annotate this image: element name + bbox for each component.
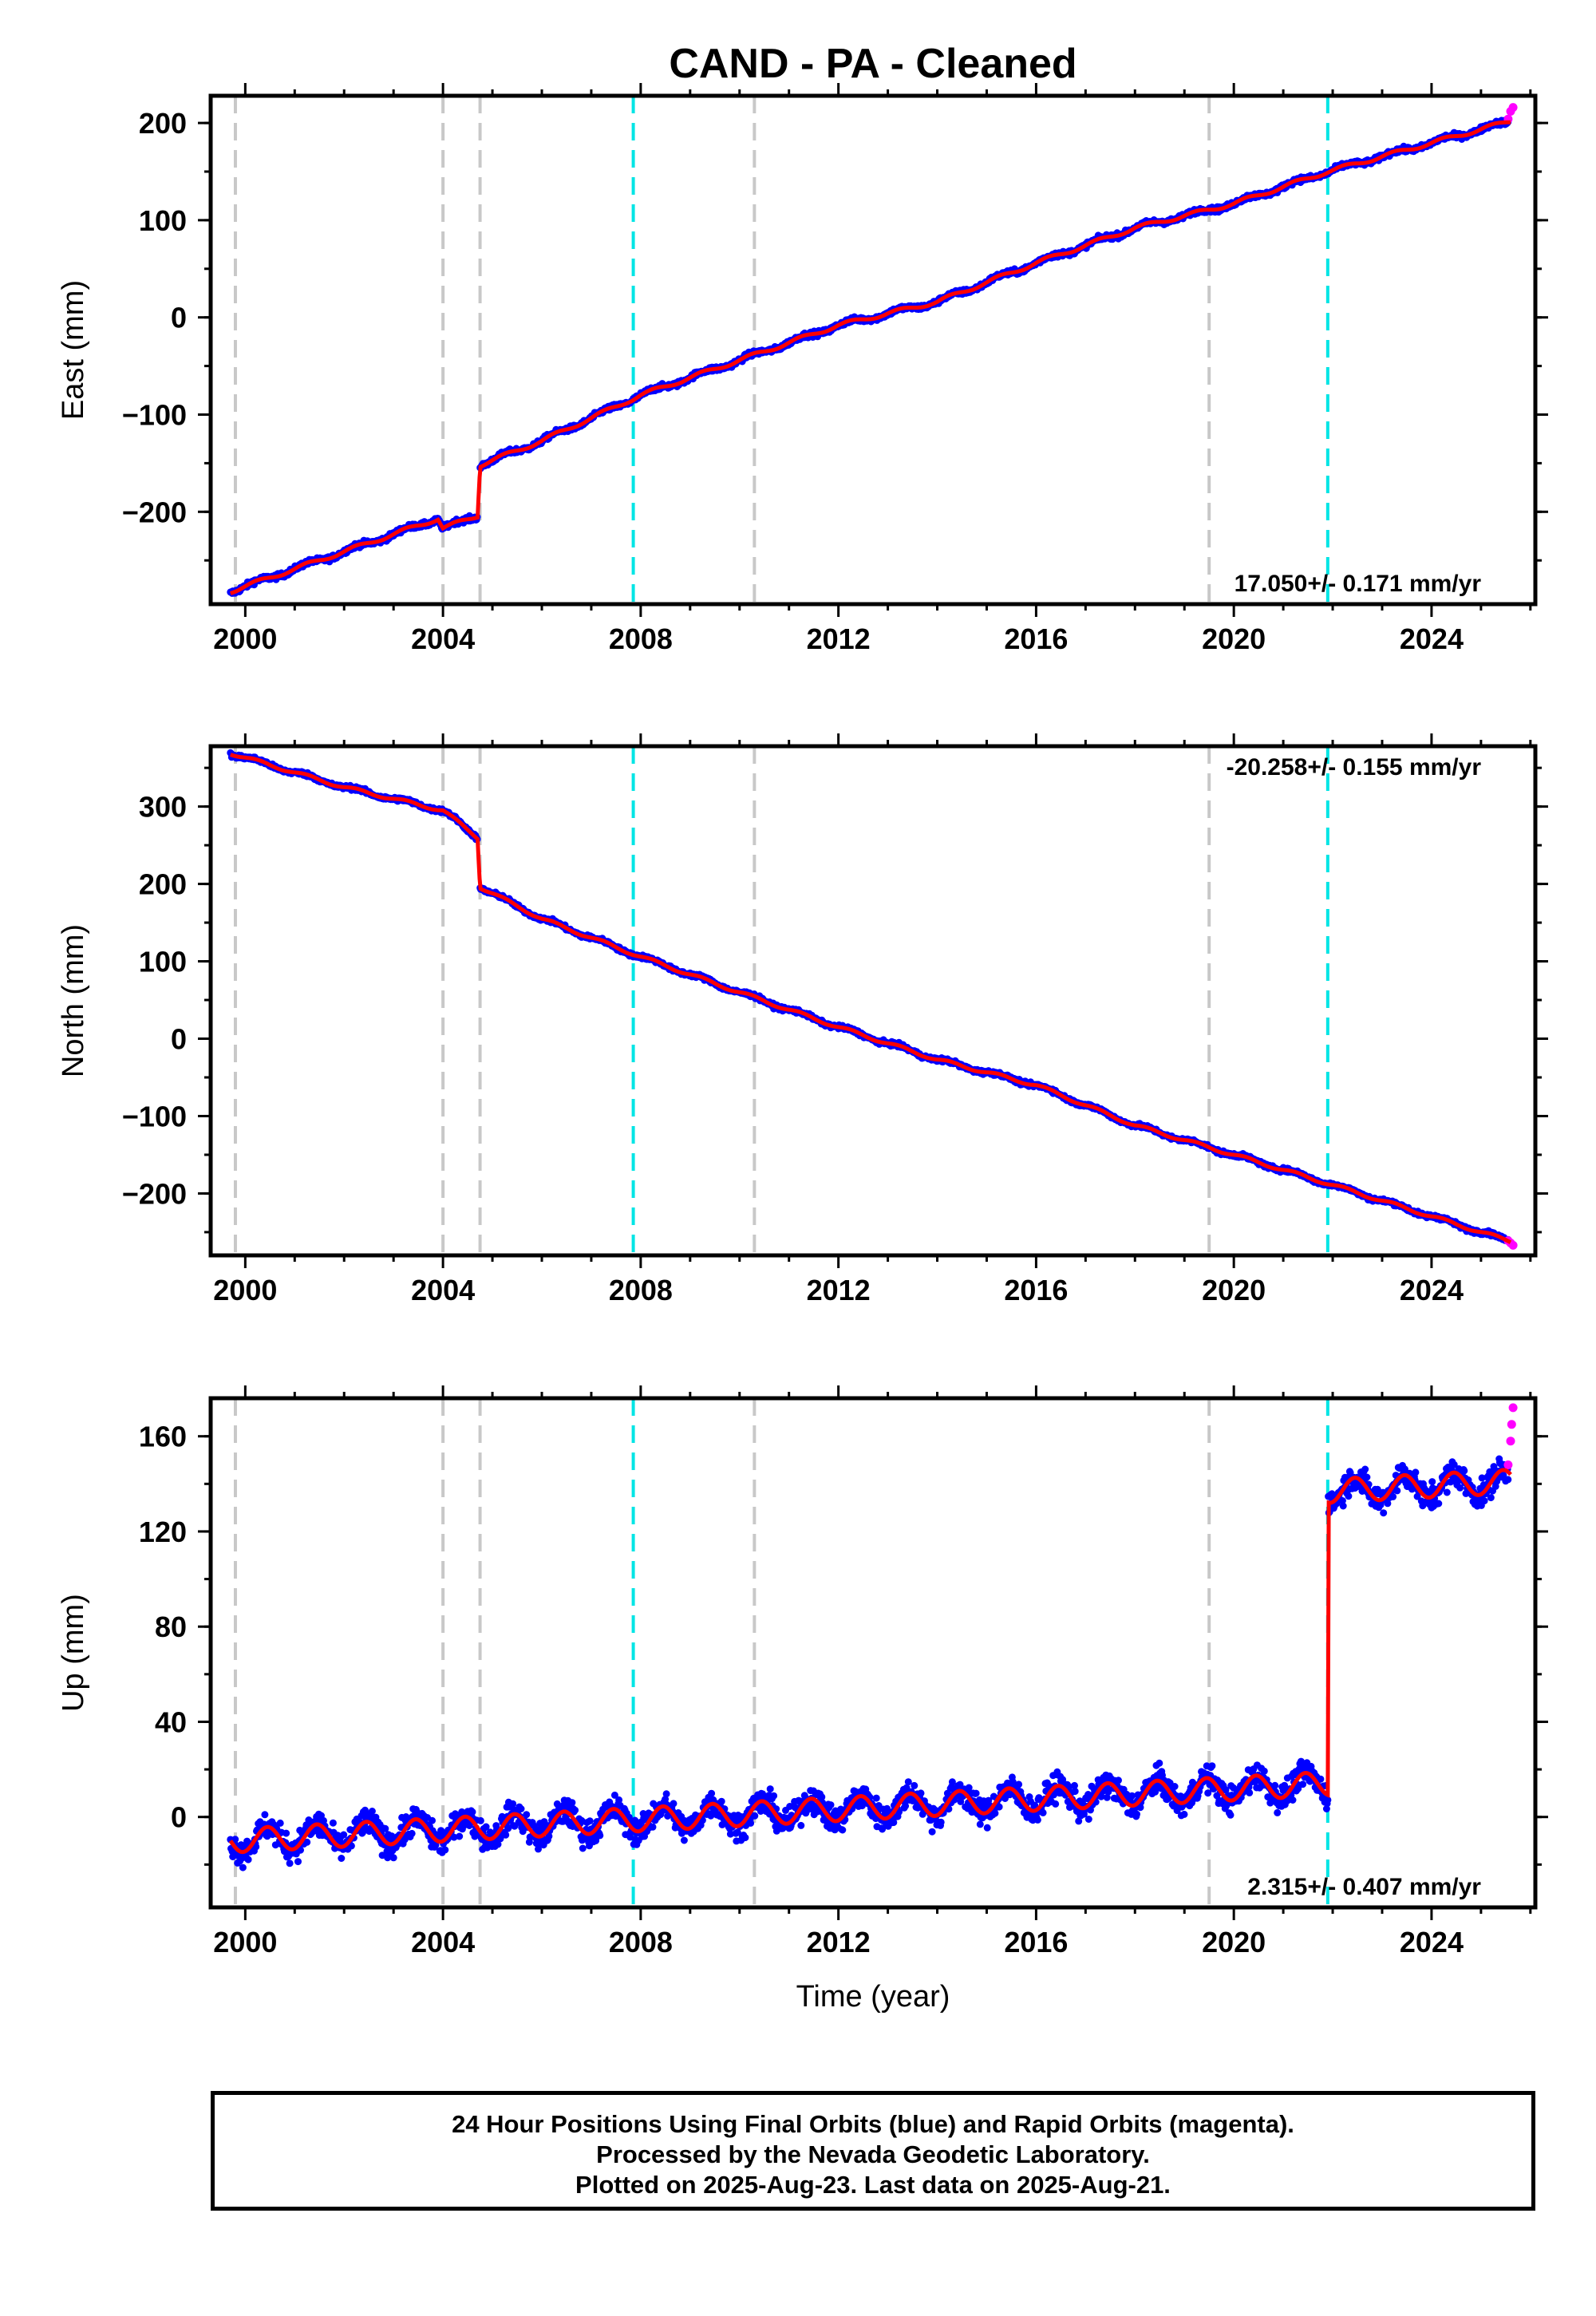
x-tick-label: 2012	[807, 1926, 871, 1958]
rate-label: 17.050+/- 0.171 mm/yr	[1235, 571, 1482, 597]
x-tick-label: 2008	[609, 1274, 673, 1306]
data-points	[227, 749, 1518, 1250]
y-tick-label: −100	[122, 1100, 187, 1132]
y-tick-label: 0	[171, 1023, 187, 1056]
x-tick-label: 2024	[1400, 1274, 1464, 1306]
x-tick-label: 2004	[411, 622, 475, 655]
x-tick-label: 2004	[411, 1926, 475, 1958]
rate-label: 2.315+/- 0.407 mm/yr	[1247, 1874, 1481, 1900]
y-tick-label: 120	[139, 1516, 187, 1548]
y-tick-label: 100	[139, 204, 187, 237]
x-tick-label: 2020	[1202, 1274, 1266, 1306]
y-axis-label: East (mm)	[57, 280, 90, 420]
y-axis-label: North (mm)	[57, 924, 90, 1077]
y-tick-label: −100	[122, 398, 187, 431]
x-tick-label: 2024	[1400, 1926, 1464, 1958]
footer-line-2: Processed by the Nevada Geodetic Laborat…	[596, 2140, 1150, 2168]
x-axis-label: Time (year)	[796, 1980, 950, 2014]
y-tick-label: 200	[139, 107, 187, 140]
data-points	[227, 1403, 1518, 1871]
final-orbit-points	[227, 749, 1512, 1245]
footer-line-3: Plotted on 2025-Aug-23. Last data on 202…	[575, 2171, 1171, 2199]
x-tick-label: 2012	[807, 1274, 871, 1306]
x-tick-label: 2000	[213, 622, 277, 655]
x-tick-label: 2020	[1202, 1926, 1266, 1958]
panel-north: 2000 2004 2008 2012 2016 2020 2024 −200 −100 0 100…	[57, 733, 1548, 1306]
panel-east: 2000 2004 2008 2012 2016 2020 2024 −200 −100 0 100…	[57, 83, 1548, 655]
chart-title: CAND - PA - Cleaned	[669, 41, 1077, 87]
footer-line-1: 24 Hour Positions Using Final Orbits (bl…	[452, 2110, 1294, 2138]
y-tick-label: −200	[122, 496, 187, 528]
y-tick-label: −200	[122, 1177, 187, 1210]
y-tick-label: 300	[139, 791, 187, 824]
y-tick-label: 40	[155, 1705, 187, 1738]
plot-frame	[208, 1396, 1538, 1910]
panel-up: 2000 2004 2008 2012 2016 2020 2024 0 40 80 120 160 U…	[57, 1385, 1548, 2014]
x-tick-label: 2008	[609, 622, 673, 655]
final-orbit-points	[227, 1455, 1512, 1871]
x-tick-label: 2000	[213, 1926, 277, 1958]
rapid-orbit-points	[1503, 1403, 1518, 1470]
model-line	[230, 120, 1511, 595]
x-tick-label: 2008	[609, 1926, 673, 1958]
plot-frame	[208, 93, 1538, 607]
y-tick-label: 200	[139, 868, 187, 901]
y-tick-label: 160	[139, 1421, 187, 1453]
rapid-orbit-points	[1503, 103, 1518, 124]
footer-note: 24 Hour Positions Using Final Orbits (bl…	[211, 2091, 1535, 2211]
data-points	[227, 103, 1518, 597]
x-tick-label: 2004	[411, 1274, 475, 1306]
model-line	[228, 1468, 1512, 1855]
y-tick-label: 0	[171, 1801, 187, 1834]
x-tick-label: 2012	[807, 622, 871, 655]
plot-frame	[208, 744, 1538, 1258]
x-tick-label: 2016	[1004, 1274, 1068, 1306]
y-tick-label: 80	[155, 1611, 187, 1643]
x-tick-label: 2016	[1004, 1926, 1068, 1958]
x-tick-label: 2020	[1202, 622, 1266, 655]
x-tick-label: 2024	[1400, 622, 1464, 655]
y-tick-label: 0	[171, 302, 187, 334]
x-tick-label: 2000	[213, 1274, 277, 1306]
rate-label: -20.258+/- 0.155 mm/yr	[1227, 754, 1482, 781]
x-tick-label: 2016	[1004, 622, 1068, 655]
y-axis-label: Up (mm)	[57, 1594, 90, 1712]
y-tick-label: 100	[139, 946, 187, 978]
model-line	[230, 753, 1512, 1244]
final-orbit-points	[227, 117, 1512, 597]
